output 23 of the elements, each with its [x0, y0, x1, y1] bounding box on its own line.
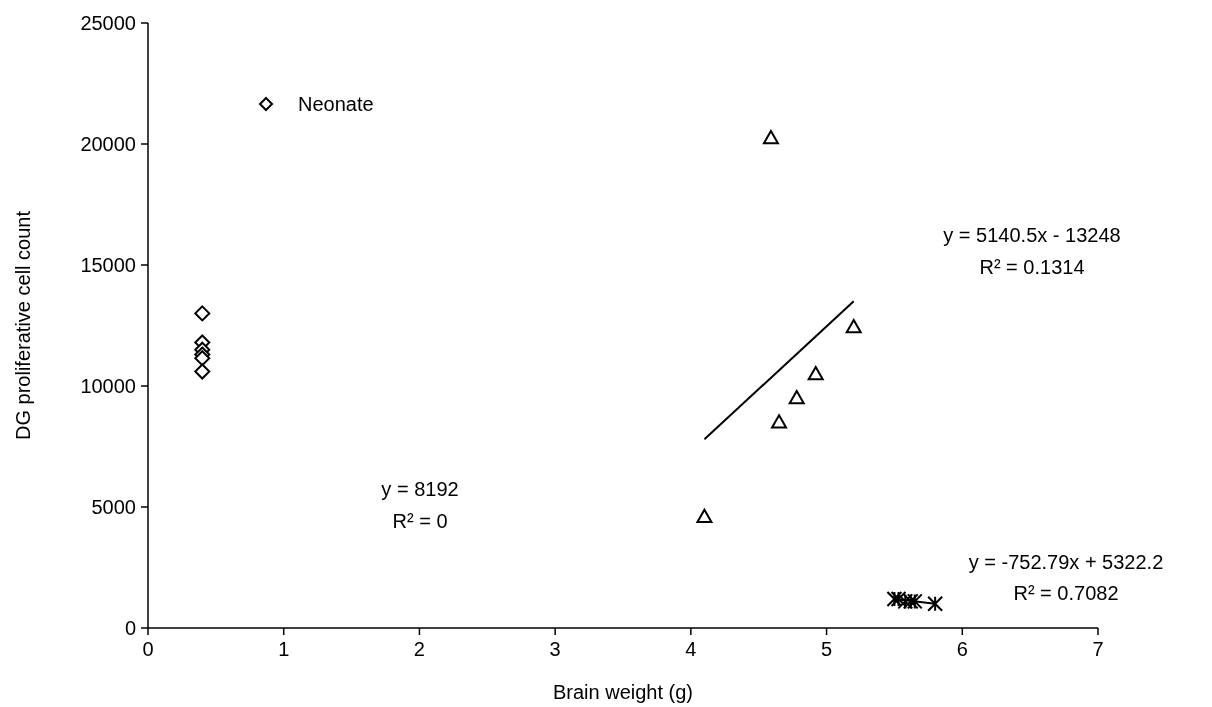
x-tick-label: 5	[821, 638, 833, 660]
annotation: y = -752.79x + 5322.2	[968, 551, 1164, 573]
x-tick-label: 6	[956, 638, 968, 660]
x-tick-label: 2	[413, 638, 425, 660]
y-tick-label: 0	[124, 617, 136, 639]
x-tick-label: 4	[685, 638, 697, 660]
x-tick-label: 0	[142, 638, 154, 660]
y-tick-label: 15000	[80, 254, 136, 276]
legend-label: Neonate	[298, 93, 374, 115]
annotation: y = 8192	[381, 478, 459, 500]
y-axis-title: DG proliferative cell count	[12, 210, 34, 440]
y-tick-label: 5000	[91, 496, 136, 518]
x-tick-label: 7	[1092, 638, 1104, 660]
annotation: y = 5140.5x - 13248	[943, 224, 1121, 246]
annotation: R² = 0.7082	[1013, 582, 1119, 604]
y-tick-label: 20000	[80, 133, 136, 155]
annotation: R² = 0.1314	[979, 256, 1085, 278]
x-tick-label: 1	[278, 638, 290, 660]
y-tick-label: 10000	[80, 375, 136, 397]
x-tick-label: 3	[549, 638, 561, 660]
x-axis-title: Brain weight (g)	[552, 681, 694, 703]
annotation: R² = 0	[392, 510, 448, 532]
y-tick-label: 25000	[80, 12, 136, 34]
